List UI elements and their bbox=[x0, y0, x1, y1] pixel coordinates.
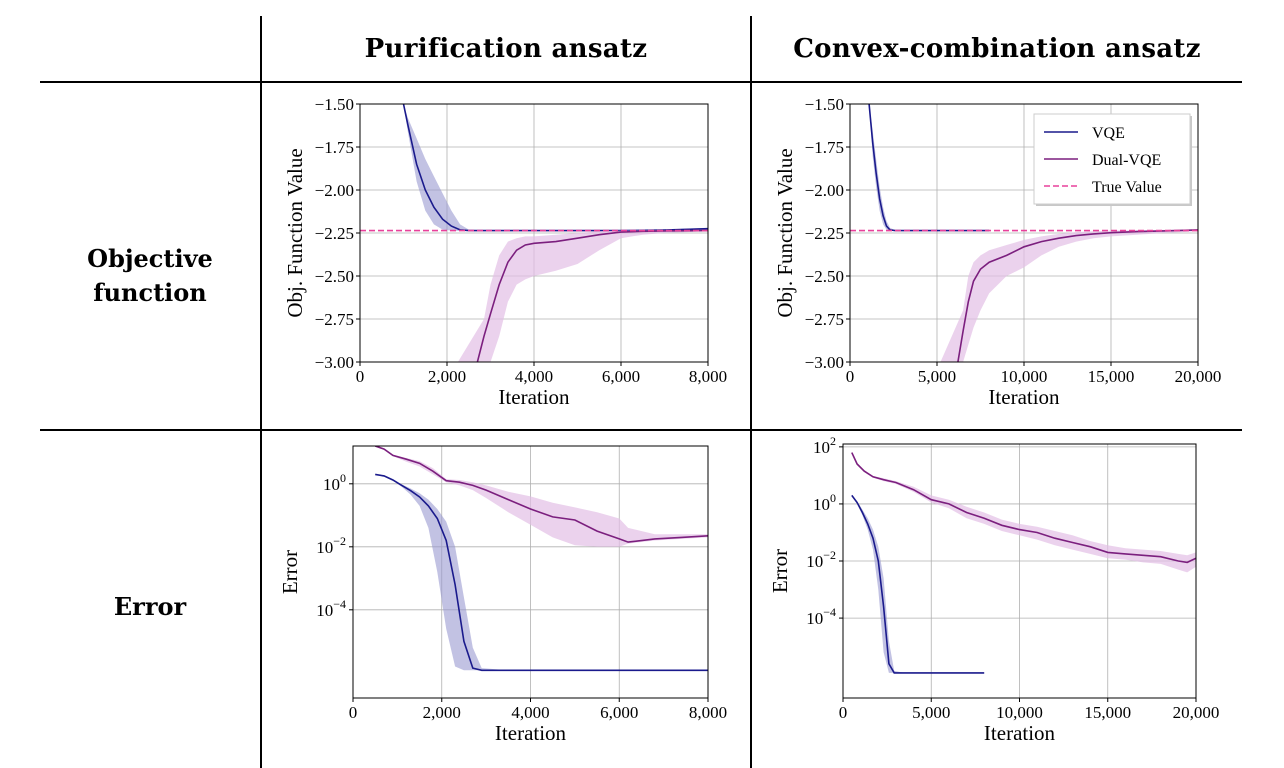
table-vertical-rule-right bbox=[750, 16, 752, 768]
x-tick-label: 2,000 bbox=[423, 703, 461, 722]
legend: VQE Dual-VQE True Value bbox=[1033, 113, 1192, 206]
table-horizontal-rule-header bbox=[40, 81, 1242, 83]
table-horizontal-rule-middle bbox=[40, 429, 1242, 431]
x-axis-label: Iteration bbox=[988, 385, 1060, 409]
x-tick-label: 0 bbox=[349, 703, 358, 722]
y-axis-label: Error bbox=[278, 550, 302, 594]
y-tick-label: −2.00 bbox=[315, 181, 354, 200]
row-header-objective: Objective function bbox=[40, 242, 260, 310]
y-tick-label: −2.25 bbox=[805, 224, 844, 243]
chart-objective-convex: 0 5,000 10,000 15,000 20,000 −1.50 −1.75 −2.00 −… bbox=[773, 95, 1222, 409]
legend-label-2: True Value bbox=[1092, 179, 1162, 196]
x-tick-label: 2,000 bbox=[428, 367, 466, 386]
band-dual bbox=[851, 452, 1196, 573]
band-vqe bbox=[869, 104, 990, 231]
x-tick-label: 6,000 bbox=[602, 367, 640, 386]
column-header-purification: Purification ansatz bbox=[364, 34, 648, 64]
series-line-dual bbox=[851, 452, 1196, 564]
series-line-vqe bbox=[868, 104, 990, 232]
x-tick-label: 10,000 bbox=[1001, 367, 1048, 386]
band-dual bbox=[375, 446, 708, 547]
y-tick-label: −1.75 bbox=[315, 138, 354, 157]
y-tick-label: 10−2 bbox=[806, 548, 836, 571]
legend-label-1: Dual-VQE bbox=[1092, 152, 1161, 169]
x-tick-label: 10,000 bbox=[996, 703, 1043, 722]
plot-area bbox=[374, 446, 708, 672]
row-header-error: Error bbox=[40, 590, 260, 624]
y-tick-label: −2.75 bbox=[315, 310, 354, 329]
x-tick-label: 8,000 bbox=[689, 367, 727, 386]
x-tick-label: 15,000 bbox=[1088, 367, 1135, 386]
y-tick-label: −2.50 bbox=[315, 267, 354, 286]
y-tick-label: −1.50 bbox=[315, 95, 354, 114]
row-header-objective-line2: function bbox=[93, 278, 207, 307]
legend-label-0: VQE bbox=[1092, 125, 1125, 142]
x-axis-label: Iteration bbox=[984, 721, 1056, 745]
series-line-dual bbox=[957, 229, 1198, 362]
x-tick-label: 4,000 bbox=[515, 367, 553, 386]
y-tick-label: 10−4 bbox=[316, 597, 346, 620]
y-tick-label: −3.00 bbox=[805, 353, 844, 372]
band-dual bbox=[457, 230, 708, 362]
plot-area bbox=[850, 104, 1198, 362]
y-tick-label: −1.50 bbox=[805, 95, 844, 114]
band-vqe bbox=[375, 474, 708, 671]
series-line-vqe bbox=[851, 494, 985, 674]
y-tick-label: −1.75 bbox=[805, 138, 844, 157]
column-header-convex: Convex-combination ansatz bbox=[793, 34, 1201, 64]
plot-area bbox=[851, 452, 1196, 674]
band-dual bbox=[940, 229, 1198, 362]
y-tick-label: −2.50 bbox=[805, 267, 844, 286]
y-tick-label: 100 bbox=[323, 471, 346, 494]
y-tick-label: −3.00 bbox=[315, 353, 354, 372]
y-tick-label: −2.25 bbox=[315, 224, 354, 243]
series-line-dual bbox=[374, 446, 708, 543]
x-tick-label: 20,000 bbox=[1173, 703, 1220, 722]
plot-area bbox=[360, 104, 708, 362]
x-tick-label: 8,000 bbox=[689, 703, 727, 722]
chart-error-convex: 0 5,000 10,000 15,000 20,000 102 100 10−2 10−4 It… bbox=[768, 434, 1220, 745]
x-tick-label: 15,000 bbox=[1084, 703, 1131, 722]
x-tick-label: 20,000 bbox=[1175, 367, 1222, 386]
x-tick-label: 0 bbox=[846, 367, 855, 386]
x-tick-label: 4,000 bbox=[511, 703, 549, 722]
y-axis-label: Obj. Function Value bbox=[283, 148, 307, 317]
x-tick-label: 5,000 bbox=[912, 703, 950, 722]
y-tick-label: −2.00 bbox=[805, 181, 844, 200]
y-tick-label: 100 bbox=[813, 491, 836, 514]
y-tick-label: 102 bbox=[813, 434, 836, 457]
x-tick-label: 6,000 bbox=[600, 703, 638, 722]
chart-objective-purification: 0 2,000 4,000 6,000 8,000 −1.50 −1.75 −2.00 −2.2… bbox=[283, 95, 727, 409]
x-tick-label: 0 bbox=[839, 703, 848, 722]
series-line-vqe bbox=[375, 473, 708, 672]
x-tick-label: 0 bbox=[356, 367, 365, 386]
x-axis-label: Iteration bbox=[495, 721, 567, 745]
y-tick-label: −2.75 bbox=[805, 310, 844, 329]
chart-error-purification: 0 2,000 4,000 6,000 8,000 100 10−2 10−4 Iteratio… bbox=[278, 445, 727, 745]
row-header-objective-line1: Objective bbox=[87, 244, 213, 273]
y-axis-label: Error bbox=[768, 549, 792, 593]
y-axis-label: Obj. Function Value bbox=[773, 148, 797, 317]
row-header-error-line1: Error bbox=[113, 592, 187, 621]
band-vqe bbox=[851, 495, 985, 673]
x-axis-label: Iteration bbox=[498, 385, 570, 409]
y-tick-label: 10−2 bbox=[316, 534, 346, 557]
y-tick-label: 10−4 bbox=[806, 605, 836, 628]
band-vqe bbox=[403, 104, 708, 231]
x-tick-label: 5,000 bbox=[918, 367, 956, 386]
table-vertical-rule-left bbox=[260, 16, 262, 768]
